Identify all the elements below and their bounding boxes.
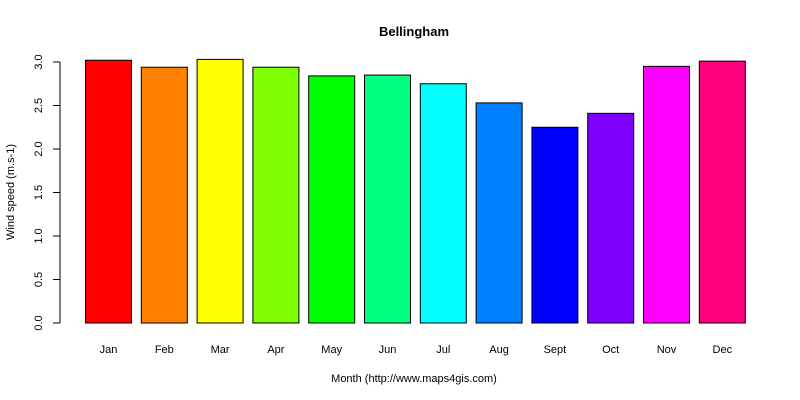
y-axis-label: Wind speed (m.s-1) [5,144,17,240]
bar-aug [475,102,523,324]
y-tick-label: 1.0 [33,228,45,243]
y-axis: 0.0 0.5 1.0 1.5 2.0 2.5 3.0 [33,54,61,331]
x-tick-label: Jun [379,344,397,356]
y-tick-label: 1.5 [33,185,45,200]
bar-nov [643,65,690,324]
y-tick-label: 0.5 [33,272,45,287]
x-axis-label: Month (http://www.maps4gis.com) [331,373,497,385]
y-tick-label: 3.0 [33,54,45,69]
x-tick-label: May [321,344,342,356]
x-tick-label: Jan [100,344,118,356]
bar-oct [587,112,635,324]
bar-feb [140,66,188,324]
x-tick-label: Sept [544,344,567,356]
x-tick-label: Mar [211,344,230,356]
x-tick-label: Oct [602,344,619,356]
x-tick-label: Jul [436,344,450,356]
chart-title: Bellingham [379,24,449,39]
x-tick-label: Feb [155,344,174,356]
bar-jul [419,83,467,324]
bar-mar [196,58,244,324]
bar-jan [85,59,132,324]
y-tick-label: 0.0 [33,315,45,330]
y-tick-label: 2.0 [33,141,45,156]
bar-sept [531,126,579,324]
bar-dec [698,60,746,324]
x-tick-label: Aug [489,344,509,356]
y-tick-label: 2.5 [33,98,45,113]
bar-jun [364,74,411,324]
bar-apr [252,66,300,324]
x-tick-label: Dec [713,344,733,356]
x-axis-labels: Jan Feb Mar Apr May Jun Jul Aug Sept Oct Nov Dec [100,344,733,356]
x-tick-label: Nov [657,344,677,356]
bars [85,58,746,324]
bar-may [308,75,356,324]
x-tick-label: Apr [267,344,284,356]
